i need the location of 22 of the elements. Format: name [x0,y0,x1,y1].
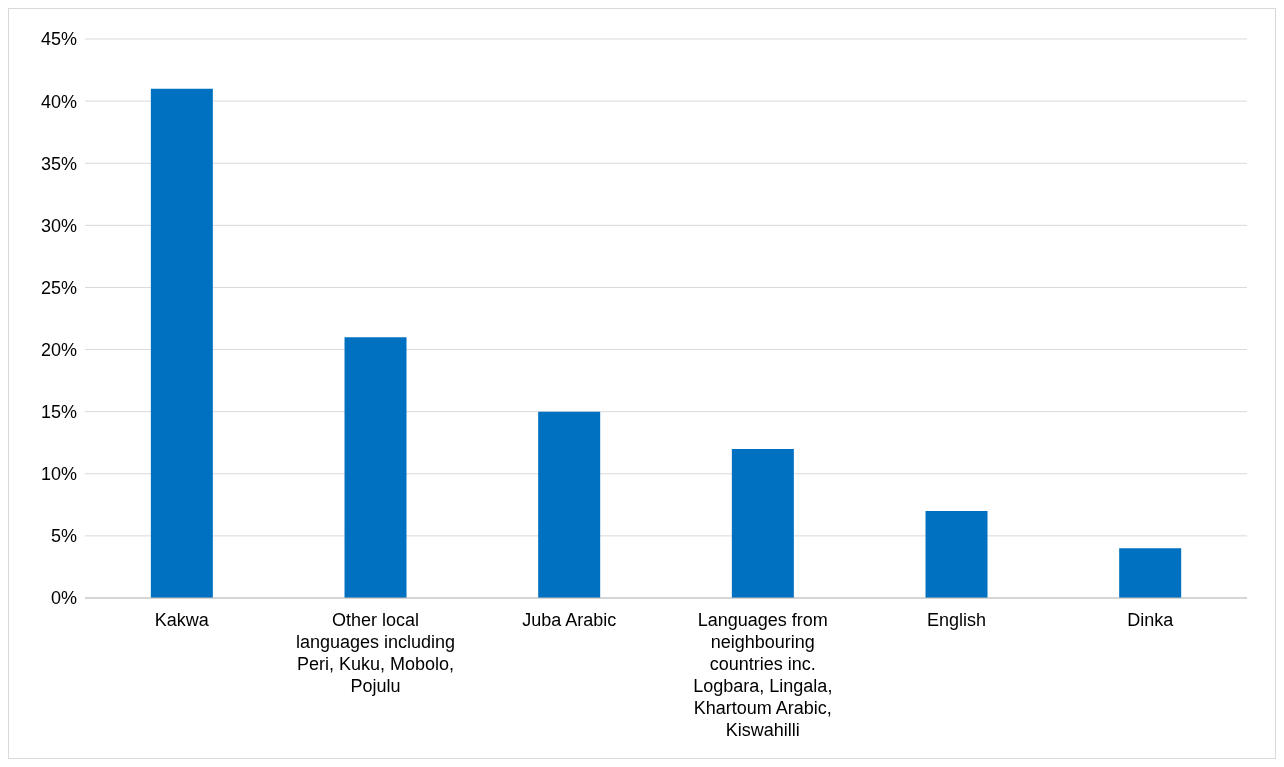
bar [150,88,213,598]
y-tick-label: 40% [40,91,77,112]
x-tick-label: Kakwa [154,610,210,630]
x-tick-label: English [926,610,987,630]
x-tick-label: Juba Arabic [522,610,617,630]
y-tick-label: 0% [50,588,77,609]
y-tick-label: 45% [40,29,77,50]
x-tick-label: Dinka [1127,610,1175,630]
bar [1119,548,1182,598]
bar [925,511,988,598]
x-tick-label: Other local languages including Peri, Kuku, Mobolo, Pojulu [295,610,456,696]
y-tick-label: 30% [40,215,77,236]
bar [538,411,601,598]
y-tick-label: 35% [40,153,77,174]
y-tick-label: 25% [40,277,77,298]
y-tick-label: 20% [40,339,77,360]
y-tick-label: 10% [40,464,77,485]
bar [731,448,794,598]
y-tick-label: 15% [40,402,77,423]
x-tick-label: Languages from neighbouring countries inc. Logbara, Lingala, Khartoum Arabic, Kiswahilli [693,610,833,740]
bar [344,337,407,598]
y-tick-label: 5% [50,526,77,547]
